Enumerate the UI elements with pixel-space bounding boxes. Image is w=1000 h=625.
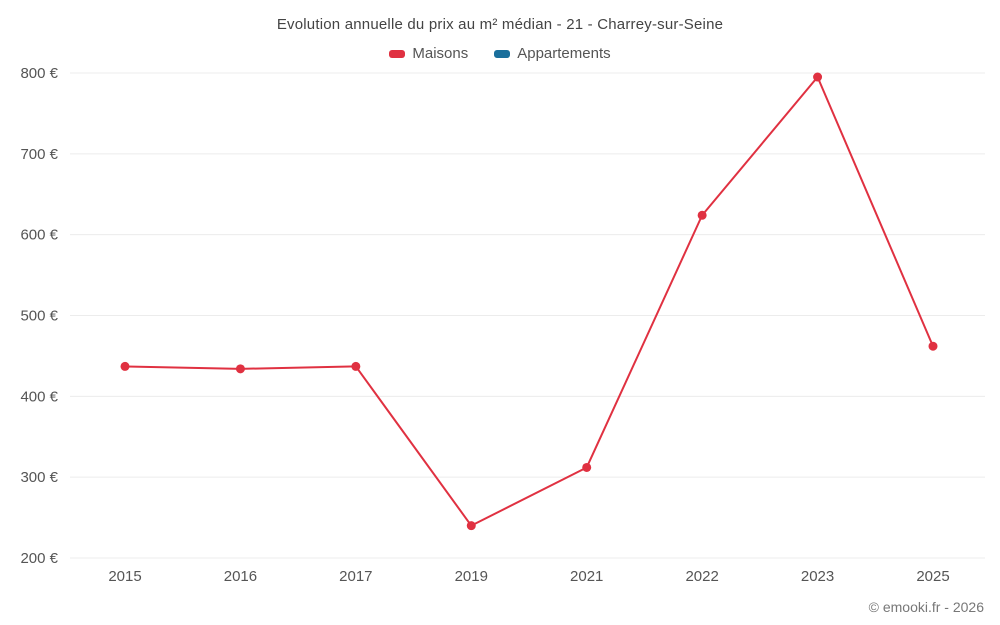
svg-text:500 €: 500 € — [20, 308, 58, 325]
copyright: © emooki.fr - 2026 — [868, 599, 984, 615]
svg-text:200 €: 200 € — [20, 550, 58, 567]
svg-text:700 €: 700 € — [20, 146, 58, 163]
legend-label-maisons: Maisons — [412, 45, 469, 62]
appartements-series-swatch-icon — [494, 49, 511, 58]
svg-text:2025: 2025 — [916, 568, 949, 585]
svg-text:2022: 2022 — [685, 568, 718, 585]
svg-text:2015: 2015 — [108, 568, 141, 585]
svg-text:300 €: 300 € — [20, 469, 58, 486]
legend-label-appartements: Appartements — [517, 45, 611, 62]
svg-text:2016: 2016 — [224, 568, 257, 585]
svg-text:2023: 2023 — [801, 568, 834, 585]
svg-text:2017: 2017 — [339, 568, 372, 585]
legend-item-appartements[interactable]: Appartements — [494, 45, 611, 62]
svg-text:2019: 2019 — [455, 568, 488, 585]
svg-text:600 €: 600 € — [20, 227, 58, 244]
legend-item-maisons[interactable]: Maisons — [389, 45, 468, 62]
svg-text:800 €: 800 € — [20, 65, 58, 82]
svg-text:2021: 2021 — [570, 568, 603, 585]
chart-title: Evolution annuelle du prix au m² médian … — [276, 16, 724, 33]
chart-legend: Maisons Appartements — [0, 45, 1000, 62]
svg-text:400 €: 400 € — [20, 388, 58, 405]
maisons-series-swatch-icon — [389, 49, 406, 58]
